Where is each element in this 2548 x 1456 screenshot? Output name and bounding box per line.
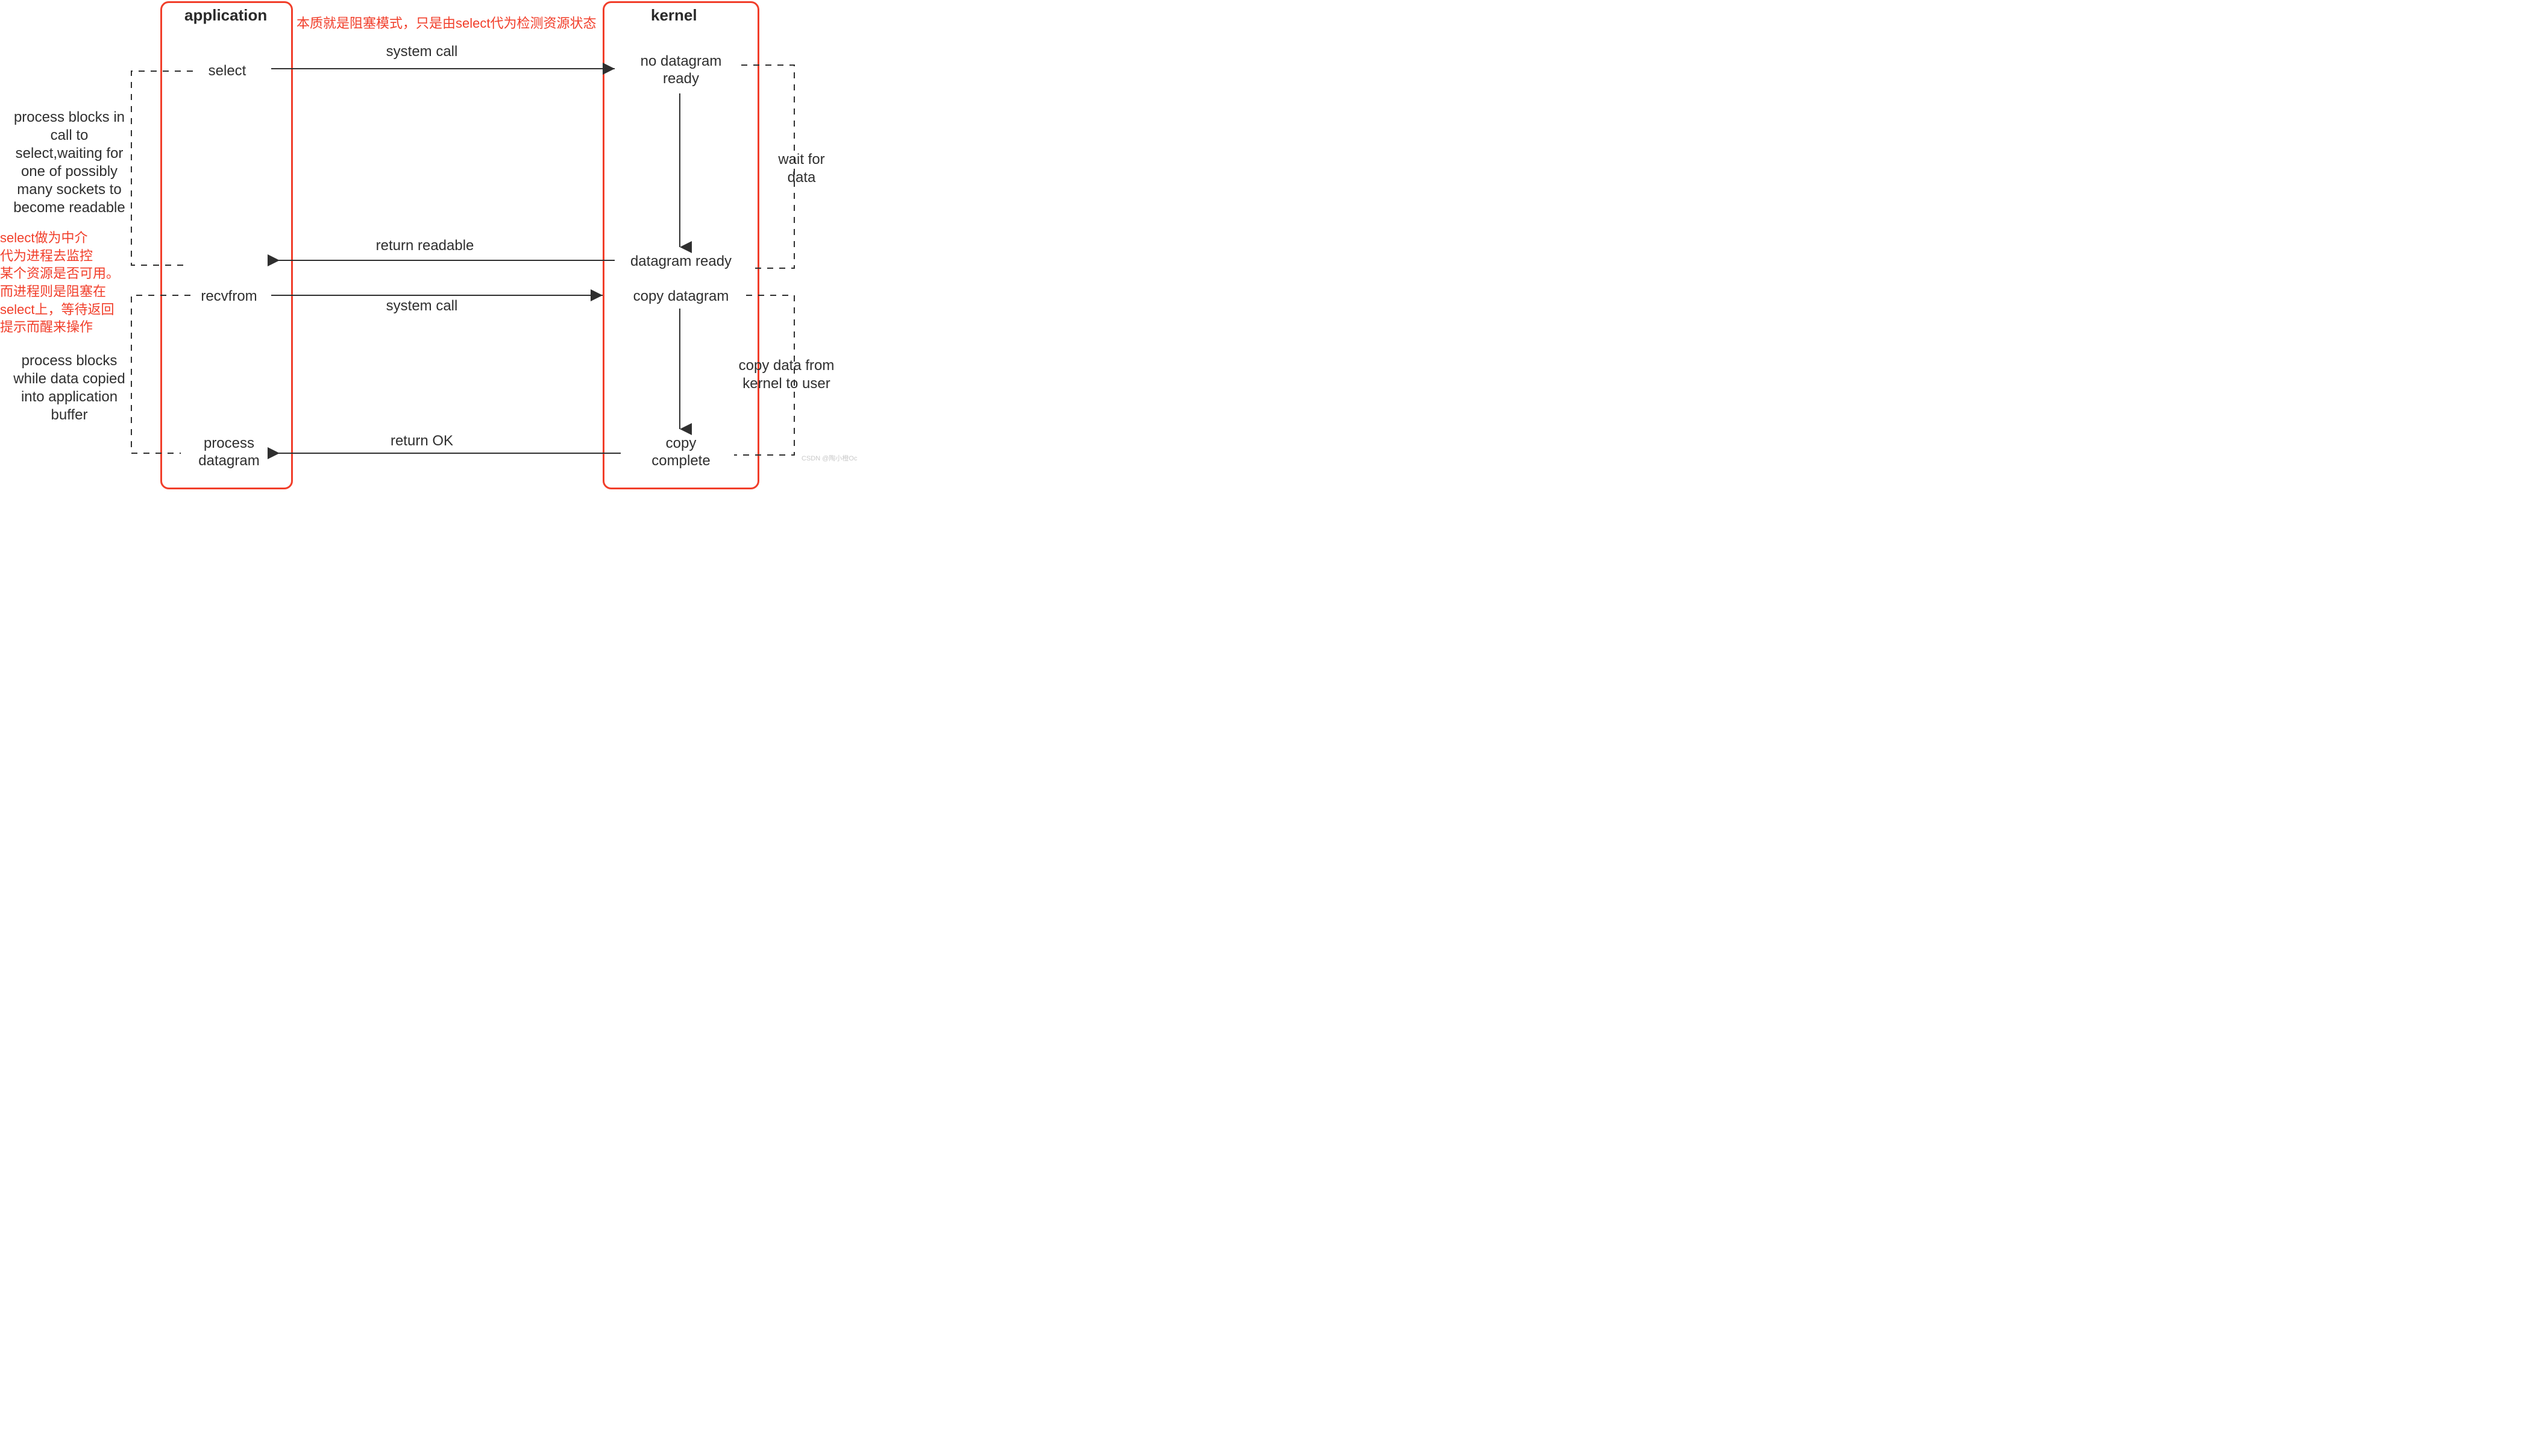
left-annotation-l4: 而进程则是阻塞在: [0, 283, 133, 301]
copy-datagram-node: copy datagram: [618, 288, 744, 306]
wait-for-data-label: wait for data: [765, 151, 838, 187]
no-datagram-l2: ready: [627, 71, 735, 88]
process-blocks-2-l4: buffer: [6, 406, 133, 424]
copy-complete-l1: copy: [639, 435, 723, 453]
process-blocks-1-label: process blocks in call to select,waiting…: [6, 108, 133, 217]
left-annotation-l6: 提示而醒来操作: [0, 318, 133, 336]
left-annotation-l2: 代为进程去监控: [0, 247, 133, 265]
system-call-1-label: system call: [374, 43, 470, 60]
copy-complete-l2: complete: [639, 453, 723, 470]
return-readable-label: return readable: [365, 237, 485, 254]
wait-for-data-l1: wait for: [765, 151, 838, 169]
left-annotation-l1: select做为中介: [0, 229, 133, 247]
kernel-header: kernel: [651, 6, 697, 25]
left-annotation: select做为中介 代为进程去监控 某个资源是否可用。 而进程则是阻塞在 se…: [0, 229, 133, 336]
process-blocks-1-l4: one of possibly: [6, 163, 133, 181]
no-datagram-ready-node: no datagram ready: [627, 53, 735, 88]
copy-complete-node: copy complete: [639, 435, 723, 470]
return-ok-label: return OK: [380, 433, 464, 450]
process-blocks-1-l6: become readable: [6, 199, 133, 217]
process-datagram-l2: datagram: [187, 453, 271, 470]
no-datagram-l1: no datagram: [627, 53, 735, 71]
system-call-2-label: system call: [374, 298, 470, 315]
diagram-canvas: application kernel 本质就是阻塞模式，只是由select代为检…: [0, 0, 862, 494]
copy-data-label: copy data from kernel to user: [729, 357, 844, 393]
process-blocks-2-label: process blocks while data copied into ap…: [6, 352, 133, 424]
recvfrom-node: recvfrom: [193, 288, 265, 306]
process-datagram-node: process datagram: [187, 435, 271, 470]
watermark: CSDN @陶小橙Oc: [802, 453, 857, 463]
left-annotation-l5: select上，等待返回: [0, 301, 133, 319]
copy-data-l2: kernel to user: [729, 375, 844, 393]
process-blocks-1-l5: many sockets to: [6, 181, 133, 199]
process-blocks-1-l2: call to: [6, 127, 133, 145]
process-blocks-1-l3: select,waiting for: [6, 145, 133, 163]
process-datagram-l1: process: [187, 435, 271, 453]
application-header: application: [184, 6, 267, 25]
process-blocks-2-l2: while data copied: [6, 370, 133, 388]
top-annotation: 本质就是阻塞模式，只是由select代为检测资源状态: [297, 14, 596, 33]
wait-for-data-l2: data: [765, 169, 838, 187]
select-node: select: [197, 63, 257, 80]
copy-data-l1: copy data from: [729, 357, 844, 375]
process-blocks-1-l1: process blocks in: [6, 108, 133, 127]
process-blocks-2-l3: into application: [6, 388, 133, 406]
datagram-ready-node: datagram ready: [615, 253, 747, 271]
process-blocks-2-l1: process blocks: [6, 352, 133, 370]
left-annotation-l3: 某个资源是否可用。: [0, 265, 133, 283]
